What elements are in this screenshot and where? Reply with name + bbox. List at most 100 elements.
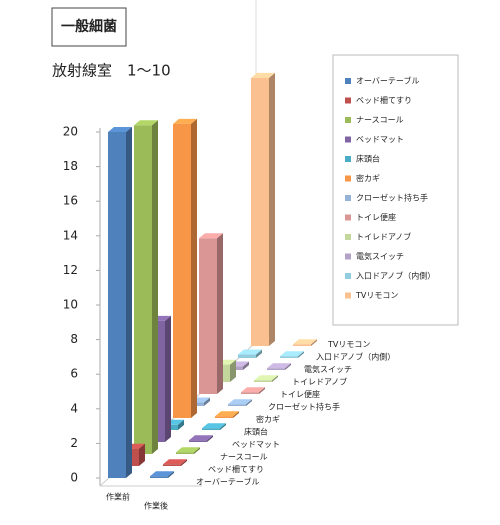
bar — [189, 440, 207, 442]
y-tick-label: 2 — [70, 436, 78, 450]
bar-top — [134, 120, 158, 126]
bar-side — [272, 375, 278, 382]
bar-top — [238, 349, 262, 355]
legend-label: ベッド柵てすり — [356, 95, 412, 105]
bar-side — [194, 447, 200, 454]
depth-label: ベッドマット — [232, 440, 280, 449]
bar-top — [163, 459, 187, 465]
bar — [293, 344, 311, 346]
bar-side — [246, 399, 252, 406]
legend-label: 床頭台 — [356, 154, 380, 164]
bar-side — [204, 397, 210, 406]
legend-swatch — [345, 195, 351, 201]
legend-swatch — [345, 273, 351, 279]
legend-swatch — [345, 117, 351, 123]
bar-side — [233, 411, 239, 418]
bar-top — [280, 351, 304, 357]
bar-side — [243, 361, 249, 370]
depth-label: オーバーテーブル — [196, 477, 259, 487]
depth-label: 電気スイッチ — [304, 364, 352, 374]
bar — [199, 238, 217, 394]
title-box — [51, 7, 127, 47]
y-tick-label: 18 — [63, 159, 78, 173]
bar — [134, 125, 152, 455]
y-tick-label: 0 — [70, 471, 78, 485]
bar-side — [311, 339, 317, 346]
y-tick-label: 10 — [63, 298, 78, 312]
y-tick-label: 20 — [63, 125, 78, 139]
bar-side — [178, 419, 184, 430]
bar-side — [191, 118, 197, 419]
bar-top — [228, 399, 252, 405]
legend-swatch — [345, 214, 351, 221]
legend-label: クローゼット持ち手 — [356, 193, 428, 203]
legend-swatch — [345, 292, 351, 299]
y-tick-label: 16 — [63, 194, 78, 208]
legend-label: ナースコール — [356, 116, 404, 125]
bar — [228, 404, 246, 406]
bar-side — [259, 387, 265, 394]
legend — [332, 54, 459, 326]
legend-label: オーバーテーブル — [356, 76, 419, 86]
bar-side — [139, 443, 145, 466]
bar-top — [215, 411, 239, 417]
x-tick-label: 作業後 — [144, 501, 168, 511]
legend-label: トイレ便座 — [356, 212, 396, 222]
depth-label: 密カギ — [256, 414, 280, 424]
depth-label: クローゼット持ち手 — [268, 402, 340, 412]
y-tick-label: 4 — [70, 401, 78, 415]
bar-top — [293, 339, 317, 345]
legend-swatch — [345, 156, 351, 162]
bar-top — [251, 72, 275, 78]
bar — [176, 452, 194, 454]
bar — [150, 476, 168, 478]
bar — [173, 123, 191, 419]
legend-label: ベッドマット — [356, 135, 404, 144]
depth-label: トイレ便座 — [280, 389, 320, 399]
y-tick-label: 14 — [63, 228, 78, 242]
bar — [108, 132, 126, 478]
bar-side — [298, 351, 304, 358]
bar-side — [165, 315, 171, 442]
bar-side — [230, 359, 236, 382]
bar-side — [269, 72, 275, 346]
depth-label: TVリモコン — [327, 340, 370, 349]
bar-side — [152, 120, 158, 455]
legend-label: トイレドアノブ — [356, 232, 411, 242]
x-tick-label: 作業前 — [106, 492, 130, 502]
bar-top — [241, 387, 265, 393]
bar-side — [220, 423, 226, 430]
legend-label: 密カギ — [356, 173, 380, 183]
legend-swatch — [345, 78, 351, 84]
bar-side — [126, 127, 132, 478]
bar — [280, 356, 298, 358]
y-tick-label: 6 — [70, 367, 78, 381]
bar — [238, 354, 256, 358]
bar — [202, 428, 220, 430]
chart-subtitle: 放射線室 1～10 — [52, 62, 171, 80]
bar — [251, 77, 269, 346]
depth-label: ナースコール — [220, 453, 268, 462]
legend-swatch — [345, 234, 351, 240]
bar-side — [285, 363, 291, 370]
bar-top — [189, 435, 213, 441]
depth-label: トイレドアノブ — [292, 377, 347, 387]
bar-top — [202, 423, 226, 429]
legend-label: 電気スイッチ — [356, 251, 404, 261]
y-tick-label: 8 — [70, 332, 78, 346]
bar-side — [217, 233, 223, 394]
depth-label: ベッド柵てすり — [208, 464, 264, 474]
bar-top — [176, 447, 200, 453]
bar — [241, 392, 259, 394]
bar — [163, 464, 181, 466]
legend-swatch — [345, 175, 351, 182]
bar — [215, 416, 233, 418]
chart-title: 一般細菌 — [61, 18, 117, 35]
bar — [267, 368, 285, 370]
bar-side — [168, 471, 174, 478]
bar-side — [207, 435, 213, 442]
bar-top — [254, 375, 278, 381]
bar-top — [173, 118, 197, 124]
legend-label: TVリモコン — [355, 291, 398, 300]
depth-label: 入口ドアノブ（内側） — [316, 352, 395, 362]
